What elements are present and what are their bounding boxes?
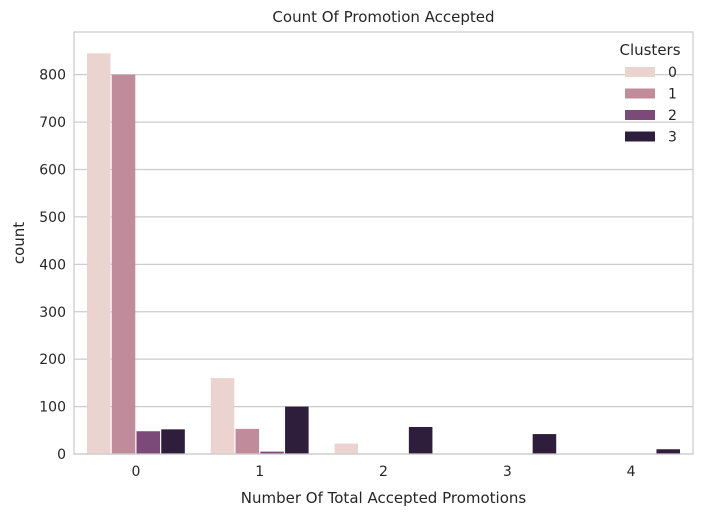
legend-items: 0 1 2 3	[625, 65, 677, 146]
legend-swatch	[625, 131, 655, 142]
legend-label: 1	[668, 87, 677, 103]
bar-cluster-0-x-0	[86, 53, 111, 455]
bar-cluster-0-x-2	[334, 443, 359, 454]
x-tick-label: 2	[379, 464, 388, 480]
y-tick-labels: 0 100 200 300 400 500 600 700 800	[39, 68, 66, 463]
bar-cluster-3-x-1	[285, 406, 309, 454]
y-tick-label: 100	[39, 400, 66, 416]
y-tick-label: 400	[39, 257, 66, 273]
bar-cluster-0-x-1	[210, 378, 235, 454]
legend-label: 2	[668, 108, 677, 124]
x-tick-label: 1	[255, 464, 264, 480]
legend-label: 0	[668, 65, 677, 81]
y-axis-label: count	[10, 222, 28, 264]
y-tick-label: 700	[39, 115, 66, 131]
legend-swatch	[625, 88, 655, 99]
x-tick-label: 3	[503, 464, 512, 480]
y-tick-label: 0	[57, 447, 66, 463]
legend: Clusters 0 1 2 3	[619, 41, 680, 146]
bar-cluster-3-x-4	[656, 449, 681, 454]
legend-swatch	[625, 110, 655, 120]
plot-frame	[73, 31, 694, 455]
y-tick-label: 300	[39, 305, 66, 321]
y-tick-label: 200	[39, 352, 66, 368]
x-axis-label: Number Of Total Accepted Promotions	[241, 489, 527, 507]
bar-cluster-2-x-1	[260, 451, 284, 454]
bar-cluster-3-x-0	[161, 429, 185, 454]
legend-swatch	[625, 67, 655, 77]
x-tick-label: 4	[627, 464, 636, 480]
bar-cluster-2-x-0	[136, 431, 161, 454]
x-tick-label: 0	[131, 464, 140, 480]
y-tick-label: 600	[39, 163, 66, 179]
x-tick-labels: 0 1 2 3 4	[131, 464, 635, 480]
bar-cluster-1-x-0	[111, 74, 136, 454]
bar-cluster-1-x-1	[235, 428, 260, 454]
legend-title: Clusters	[619, 41, 680, 59]
bars	[86, 53, 681, 455]
bar-cluster-3-x-2	[408, 426, 433, 454]
chart-title: Count Of Promotion Accepted	[272, 8, 494, 26]
y-tick-label: 500	[39, 210, 66, 226]
legend-label: 3	[668, 130, 677, 146]
y-tick-label: 800	[39, 68, 66, 84]
bar-cluster-3-x-3	[532, 434, 557, 454]
